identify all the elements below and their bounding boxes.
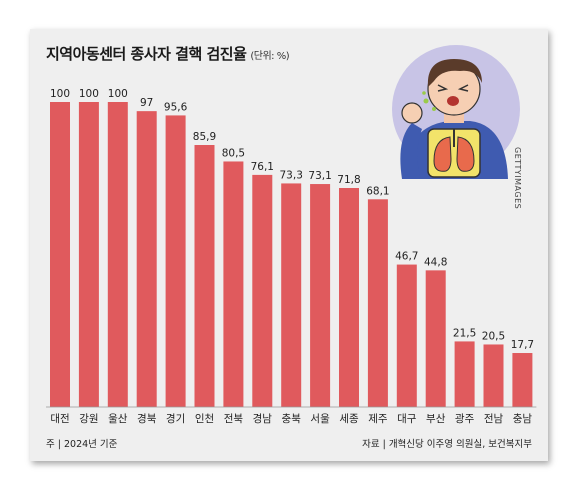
bar-전남 (483, 344, 504, 407)
coughing-person-illustration (392, 45, 520, 179)
value-label: 73,3 (280, 169, 303, 181)
bar-울산 (107, 102, 128, 407)
category-label: 광주 (455, 413, 475, 425)
category-label: 경남 (253, 412, 273, 425)
bar-대전 (50, 102, 70, 407)
category-label: 울산 (108, 413, 128, 425)
base-year-note: 주 | 2024년 기준 (46, 439, 118, 450)
bar-강원 (78, 102, 99, 407)
bar-충북 (281, 183, 302, 407)
value-label: 100 (79, 88, 99, 100)
category-label: 전남 (484, 413, 504, 425)
category-label: 서울 (310, 413, 330, 425)
value-label: 76,1 (251, 161, 274, 173)
bar-인천 (194, 145, 215, 407)
category-label: 전북 (224, 413, 244, 425)
category-label: 인천 (195, 413, 214, 425)
bar-제주 (367, 199, 388, 407)
category-label: 부산 (426, 413, 446, 425)
value-label: 20,5 (482, 330, 505, 342)
value-label: 46,7 (395, 251, 418, 263)
source-note: 자료 | 개혁신당 이주영 의원실, 보건복지부 (362, 439, 532, 450)
value-label: 97 (140, 97, 153, 109)
category-label: 세종 (339, 413, 359, 425)
value-label: 85,9 (193, 131, 216, 143)
bar-경북 (136, 111, 157, 408)
category-label: 충북 (282, 413, 302, 425)
image-credit: GETTYIMAGES (513, 147, 522, 210)
category-label: 제주 (368, 413, 388, 425)
category-label: 강원 (79, 413, 98, 425)
infographic-card: 지역아동센터 종사자 결핵 검진율 (단위: %) (30, 29, 548, 461)
value-label: 44,8 (424, 256, 447, 268)
chart-title-text: 지역아동센터 종사자 결핵 검진율 (46, 45, 247, 63)
category-label: 충남 (513, 413, 533, 425)
lungs-icon (427, 128, 481, 178)
bar-광주 (454, 341, 475, 407)
value-label: 17,7 (511, 339, 534, 351)
bar-서울 (310, 184, 331, 407)
value-label: 100 (108, 88, 128, 100)
category-label: 대전 (50, 413, 69, 425)
chart-title: 지역아동센터 종사자 결핵 검진율 (단위: %) (46, 43, 290, 64)
bar-세종 (339, 188, 359, 407)
category-label: 경기 (166, 412, 185, 425)
unit-label: (단위: %) (250, 51, 290, 62)
bar-전북 (223, 161, 244, 407)
bar-부산 (425, 270, 446, 407)
value-label: 71,8 (337, 174, 360, 186)
bar-경기 (165, 115, 186, 408)
bar-경남 (252, 174, 273, 407)
bars-group (50, 102, 533, 408)
value-label: 21,5 (453, 327, 476, 339)
value-label: 68,1 (366, 185, 389, 197)
value-label: 100 (50, 88, 70, 100)
category-labels-group: 대전 강원 울산 경북 경기 인천 전북 경남 충북 서울 세종 제주 대구 부산 광주 전남 충남 (50, 412, 532, 425)
value-label: 95,6 (164, 101, 188, 113)
value-label: 80,5 (222, 147, 245, 159)
category-label: 대구 (397, 413, 417, 425)
value-labels-group: 100 100 100 97 95,6 85,9 80,5 76,1 73,3 73,1 71,8 6… (50, 88, 534, 351)
value-label: 73,1 (308, 170, 331, 182)
bar-대구 (396, 264, 417, 407)
category-label: 경북 (137, 412, 157, 425)
bar-충남 (512, 353, 533, 407)
bar-chart: 100 100 100 97 95,6 85,9 80,5 76,1 73,3 73,1 71,8 6… (46, 45, 537, 425)
